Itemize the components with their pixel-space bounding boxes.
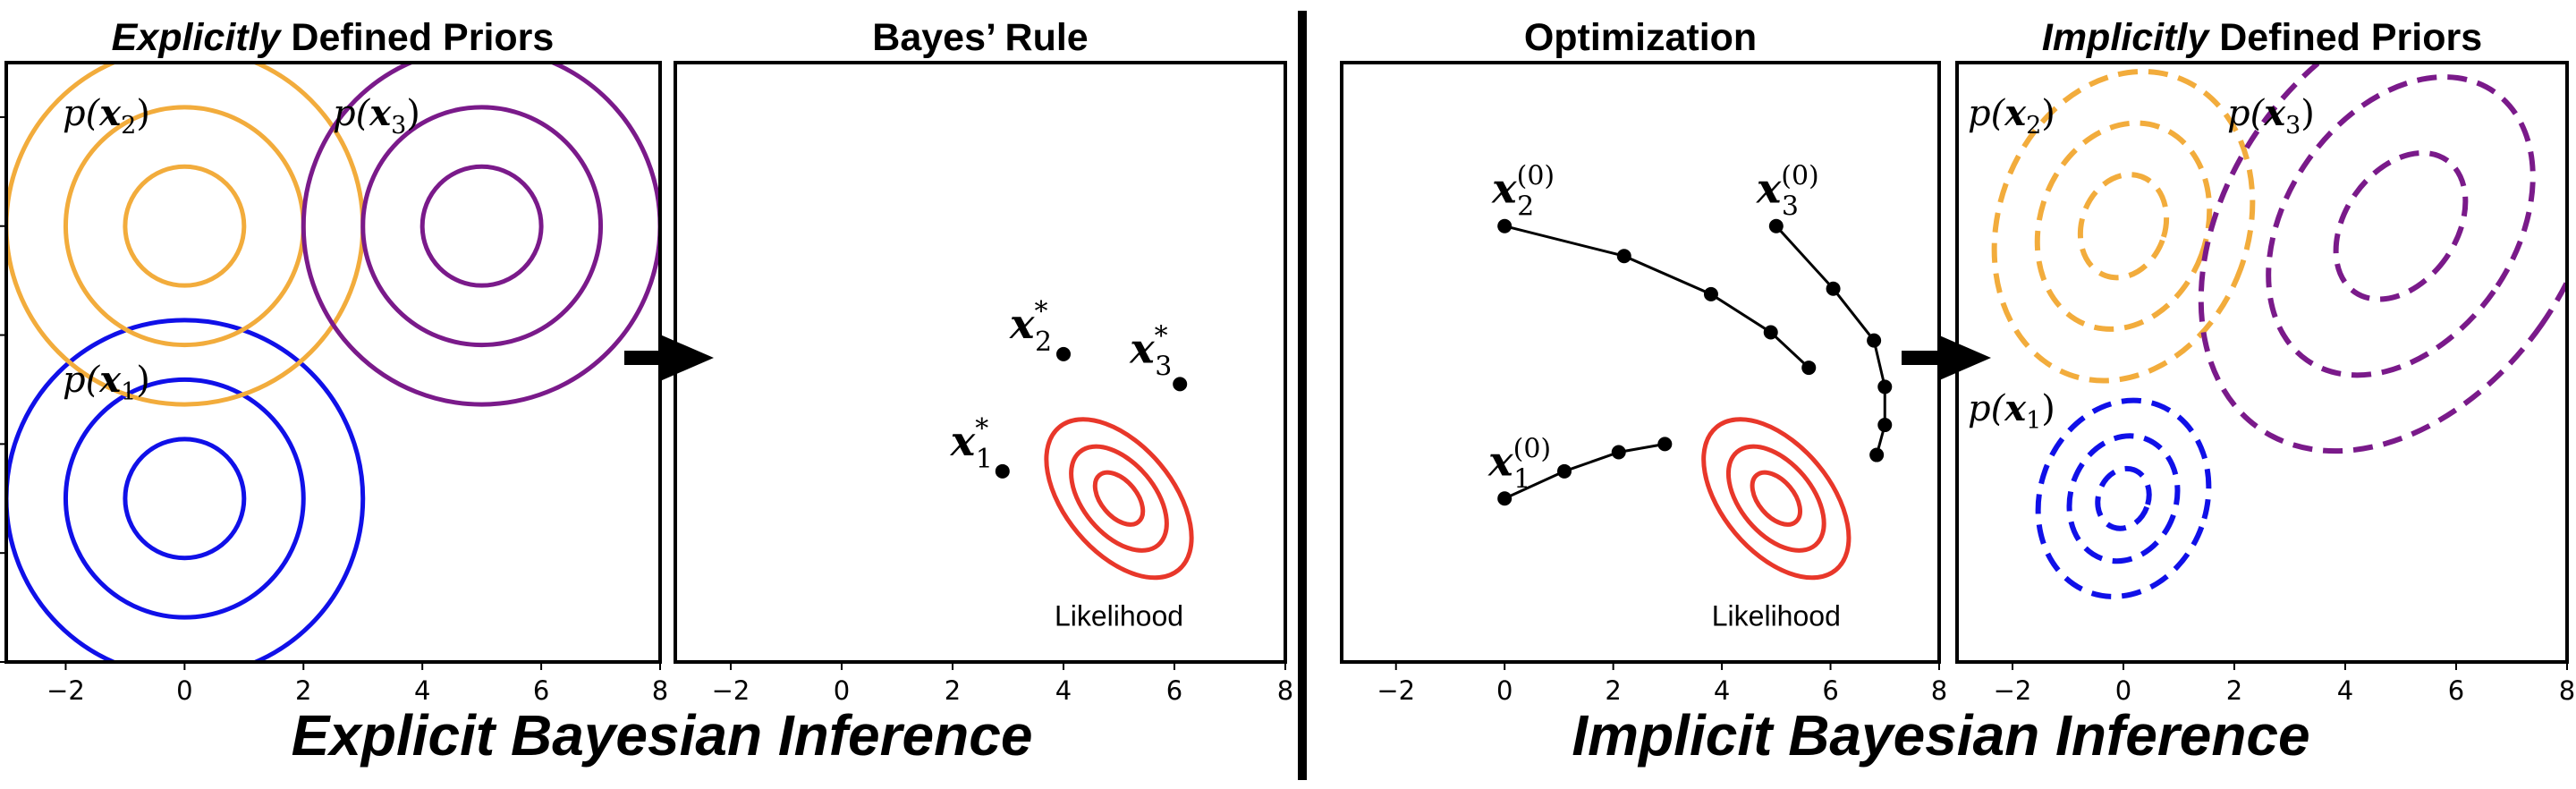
implicit-prior-2-contour <box>2034 120 2213 332</box>
trajectory-1-point <box>1611 445 1626 460</box>
label-prior-1-explicit: p(x1) <box>63 359 150 406</box>
x-tick-label: 8 <box>1277 675 1293 706</box>
implicit-prior-2-contour <box>2077 172 2170 281</box>
explicit-prior-2-contour <box>6 63 366 407</box>
x-tick-label: −2 <box>47 675 85 706</box>
optim-likelihood-contour <box>1701 417 1852 581</box>
bayes-likelihood-label: Likelihood <box>1055 599 1183 632</box>
trajectory-1-point <box>1556 463 1572 479</box>
panel-frame-bayes-rule <box>674 61 1287 664</box>
label-prior-2-explicit: p(x2) <box>63 92 150 140</box>
explicit-prior-3-contour <box>360 105 604 348</box>
panel-frame-optimization <box>1340 61 1941 664</box>
panel-title-explicit-priors: Explicitly Defined Priors <box>112 16 555 59</box>
label-posterior-3: x* 3 <box>1129 320 1172 382</box>
x-tick-label: 2 <box>1605 675 1621 706</box>
bayes-likelihood-contour <box>1044 417 1194 581</box>
x-tick-label: 0 <box>834 675 850 706</box>
bayes-likelihood-contour <box>1069 444 1169 553</box>
label-init-1: x(0) 1 <box>1487 433 1551 495</box>
trajectory-3-point <box>1877 418 1893 433</box>
x-tick-label: 6 <box>2448 675 2464 706</box>
optim-likelihood-label: Likelihood <box>1712 599 1841 632</box>
trajectory-3-point <box>1768 218 1784 233</box>
trajectory-2-point <box>1763 325 1778 340</box>
explicit-priors-plot: p(x2) p(x3) p(x1) <box>6 63 660 662</box>
trajectory-3-point <box>1869 447 1885 462</box>
implicit-prior-3-contour <box>2333 149 2469 302</box>
x-tick-label: 8 <box>2559 675 2575 706</box>
trajectory-1-point <box>1657 437 1673 452</box>
x-tick-label: 8 <box>652 675 668 706</box>
posterior-point-2 <box>1056 346 1071 361</box>
label-init-2: x(0) 2 <box>1491 161 1555 223</box>
explicit-prior-3-contour <box>419 164 544 288</box>
x-tick-label: −2 <box>1994 675 2032 706</box>
x-tick-label: 2 <box>2226 675 2242 706</box>
optim-likelihood-contour <box>1750 470 1803 527</box>
trajectory-3-point <box>1877 379 1893 394</box>
x-tick-label: 6 <box>1166 675 1182 706</box>
label-init-3: x(0) 3 <box>1756 161 1819 223</box>
explicit-prior-1-contour <box>6 318 366 662</box>
label-posterior-2: x* 2 <box>1009 296 1052 358</box>
panel-title-bayes-rule: Bayes’ Rule <box>872 16 1088 59</box>
bayes-rule-plot: Likelihood x* 1 x* 2 x* 3 <box>950 296 1194 632</box>
x-tick-label: 4 <box>414 675 430 706</box>
implicit-prior-1-contour <box>2066 433 2181 564</box>
label-prior-3-explicit: p(x3) <box>333 92 420 140</box>
section-title-implicit: Implicit Bayesian Inference <box>1572 703 2309 768</box>
trajectory-2-path <box>1504 225 1810 369</box>
section-title-explicit: Explicit Bayesian Inference <box>292 703 1033 768</box>
explicit-prior-1-contour <box>123 437 247 561</box>
arrow-implicit <box>1902 335 1991 381</box>
optimization-plot: Likelihood x(0) 1 x(0) 2 x(0) 3 <box>1487 161 1893 632</box>
trajectory-2-point <box>1497 218 1513 233</box>
bayes-likelihood-contour <box>1092 470 1146 527</box>
trajectory-2-point <box>1801 361 1817 376</box>
implicit-prior-1-contour <box>2035 397 2212 599</box>
explicit-prior-2-contour <box>123 164 247 288</box>
trajectory-3-point <box>1826 281 1841 296</box>
arrow-explicit <box>624 335 714 381</box>
implicit-prior-2-contour <box>1991 68 2256 384</box>
x-tick-label: 0 <box>176 675 192 706</box>
axis-ticks: −2 0 2 4 6 8 −2 0 2 4 6 8 −2 0 2 4 6 8 −2 0 2 4 6 8 <box>0 115 2575 706</box>
trajectory-2-point <box>1703 286 1718 301</box>
label-prior-2-implicit: p(x2) <box>1968 92 2055 140</box>
x-tick-label: −2 <box>712 675 750 706</box>
label-prior-1-implicit: p(x1) <box>1968 387 2055 435</box>
trajectory-1-point <box>1497 491 1513 506</box>
panel-title-optimization: Optimization <box>1524 16 1757 59</box>
trajectory-2-point <box>1616 249 1631 264</box>
section-divider <box>1298 11 1307 780</box>
x-tick-label: 6 <box>1822 675 1838 706</box>
x-tick-label: 0 <box>2115 675 2131 706</box>
x-tick-label: 2 <box>945 675 961 706</box>
x-tick-label: 2 <box>295 675 311 706</box>
implicit-prior-3-contour <box>2198 63 2567 454</box>
posterior-point-3 <box>1173 377 1188 392</box>
x-tick-label: 4 <box>1055 675 1072 706</box>
x-tick-label: 4 <box>1714 675 1730 706</box>
label-posterior-1: x* 1 <box>950 413 993 475</box>
implicit-prior-3-contour <box>2266 74 2536 378</box>
explicit-prior-2-contour <box>63 105 306 348</box>
trajectory-1-path <box>1504 442 1665 500</box>
trajectory-3-point <box>1867 333 1882 348</box>
optim-likelihood-contour <box>1725 444 1826 553</box>
implicit-prior-1-contour <box>2095 465 2152 531</box>
explicit-prior-1-contour <box>63 377 306 620</box>
x-tick-label: 4 <box>2337 675 2353 706</box>
x-tick-label: 6 <box>533 675 549 706</box>
posterior-point-1 <box>995 463 1010 479</box>
x-tick-label: −2 <box>1377 675 1415 706</box>
panel-title-implicit-priors: Implicitly Defined Priors <box>2042 16 2482 59</box>
implicit-priors-plot: p(x2) p(x3) p(x1) <box>1968 63 2567 599</box>
label-prior-3-implicit: p(x3) <box>2227 92 2315 140</box>
x-tick-label: 0 <box>1496 675 1513 706</box>
x-tick-label: 8 <box>1931 675 1947 706</box>
